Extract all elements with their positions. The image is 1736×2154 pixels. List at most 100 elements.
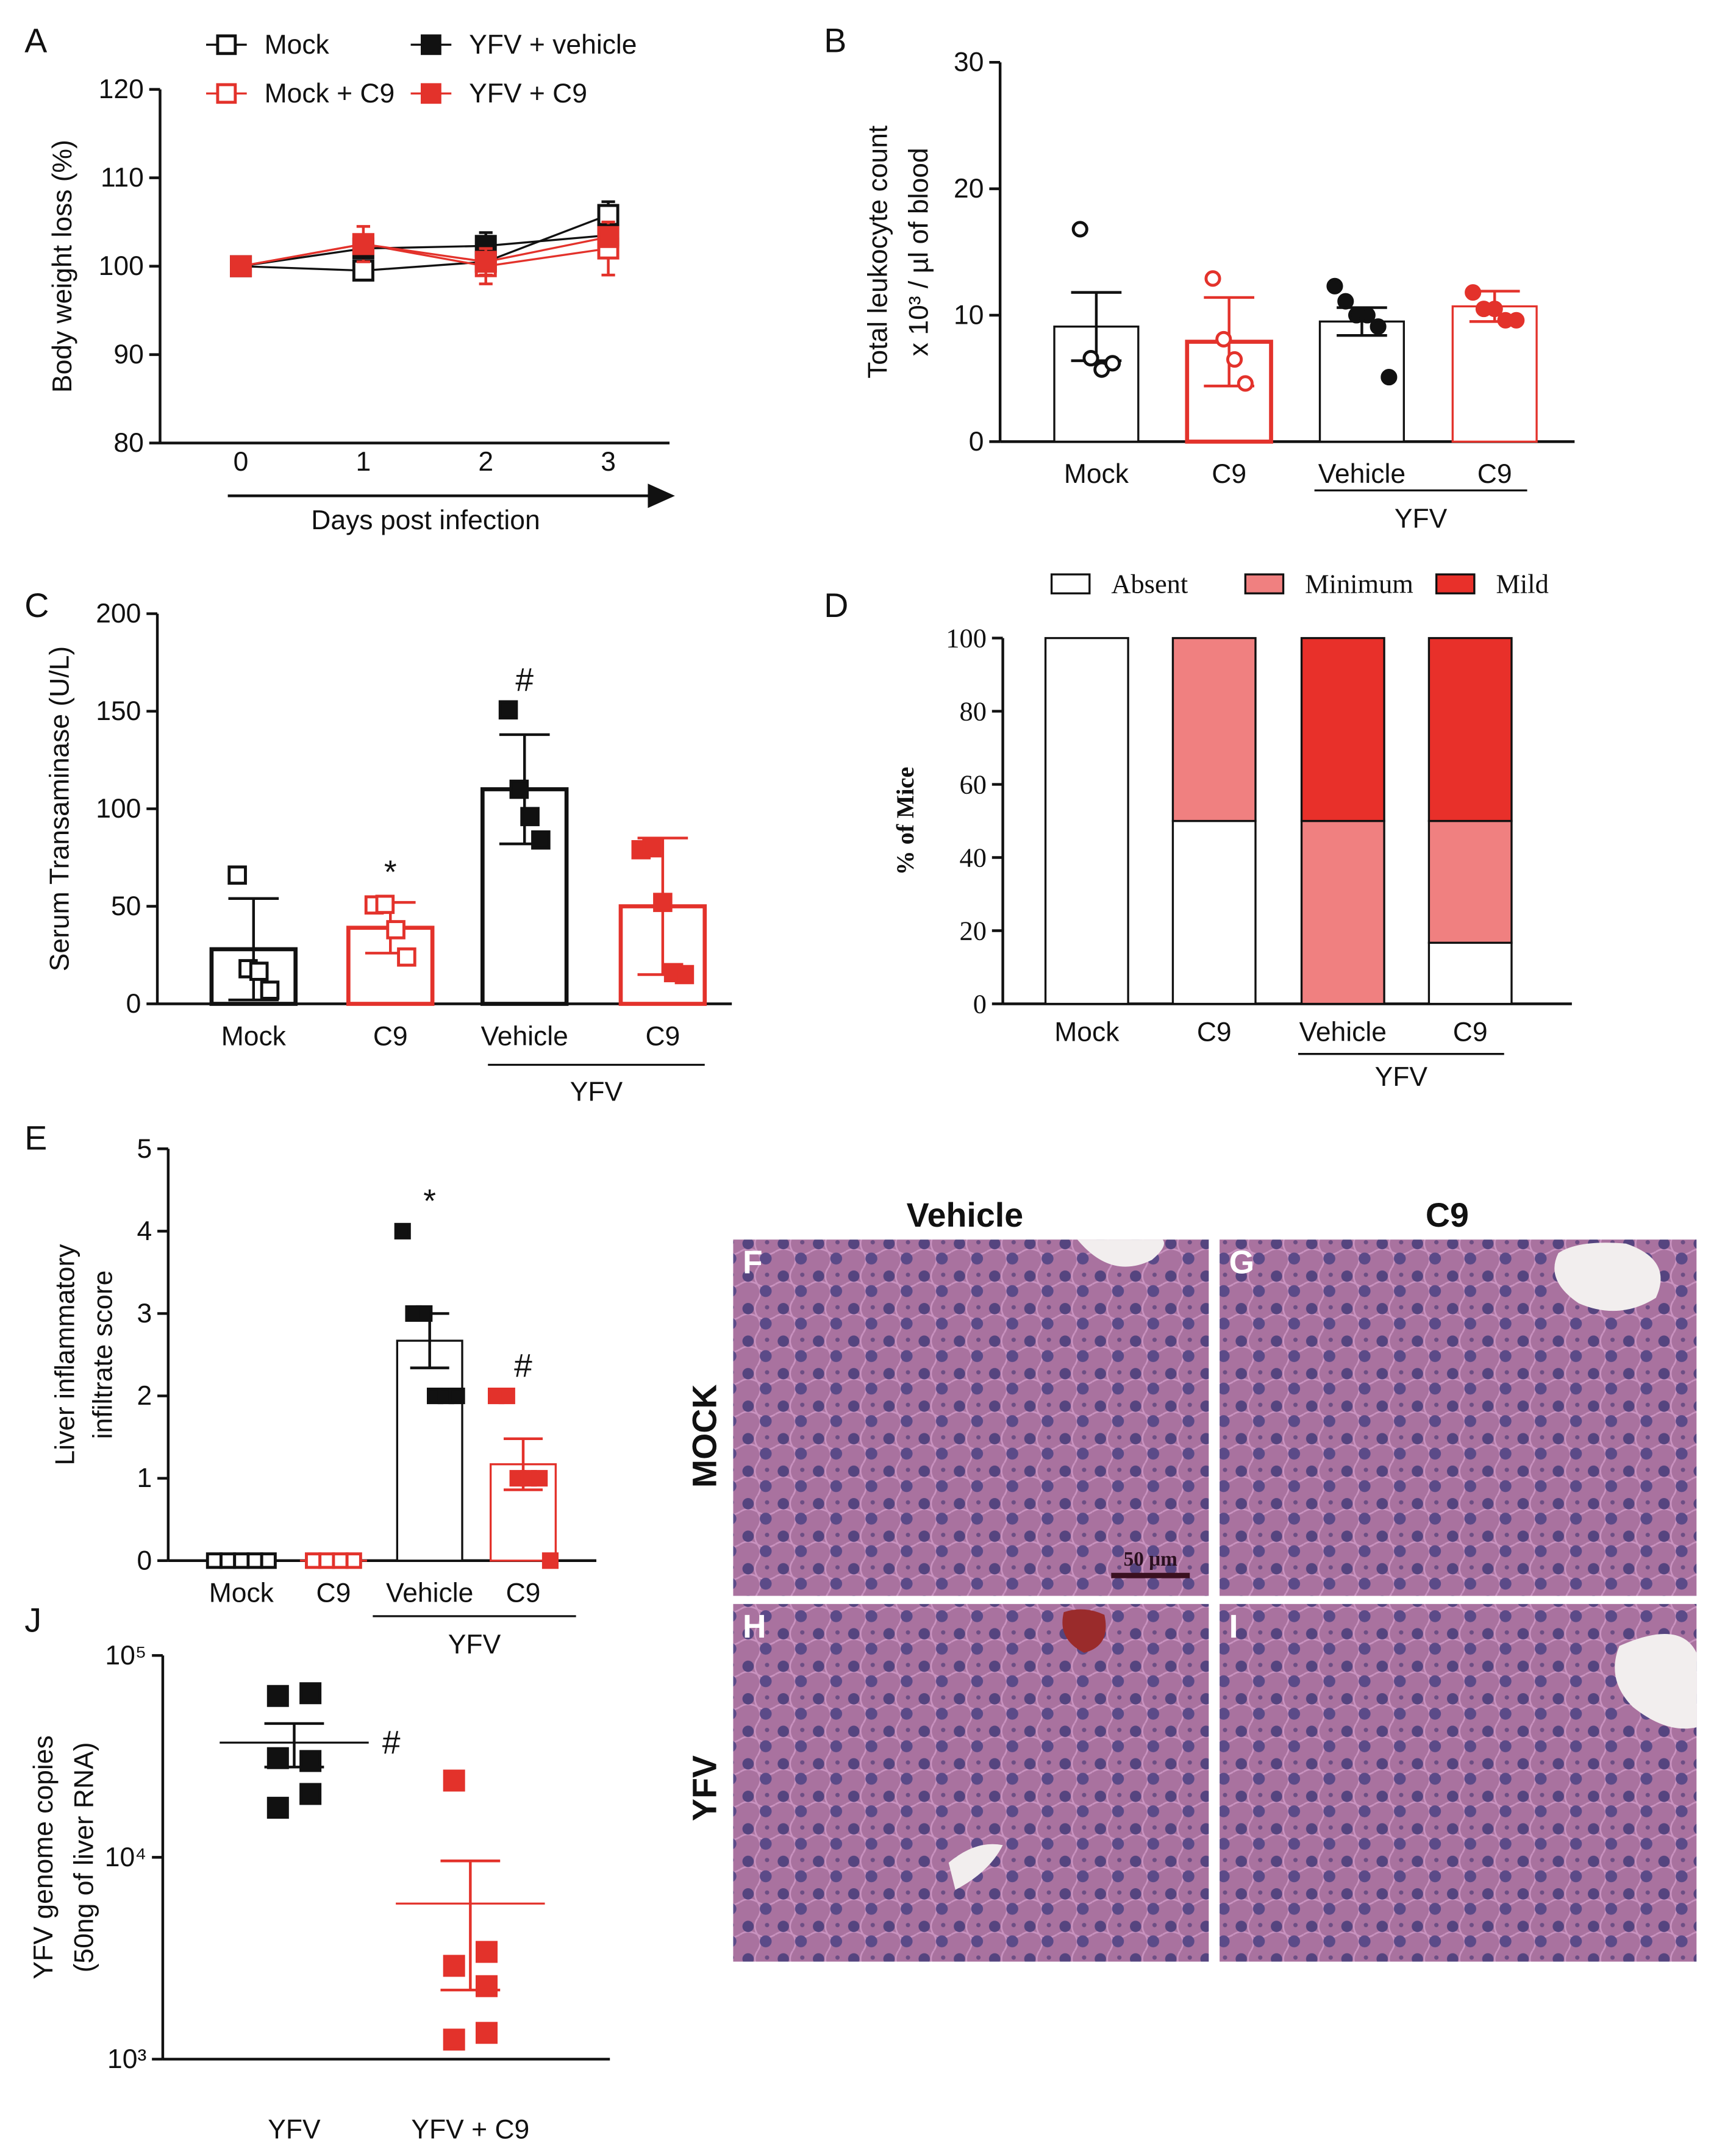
annotation: * xyxy=(384,855,397,891)
bar-segment xyxy=(1171,819,1257,1005)
y-axis-label: infiltrate score xyxy=(88,1271,118,1439)
bar-segment xyxy=(1427,637,1513,822)
y-tick-label: 3 xyxy=(137,1299,152,1328)
series-line xyxy=(240,213,609,272)
y-tick-label: 0 xyxy=(969,427,984,457)
data-point xyxy=(266,1685,289,1707)
data-point xyxy=(220,1552,237,1569)
data-point xyxy=(642,838,662,858)
y-tick-label: 90 xyxy=(113,340,143,369)
bar-segment xyxy=(1300,819,1385,1005)
scale-bar-label: 50 μm xyxy=(1124,1548,1178,1571)
bar-segment xyxy=(1300,637,1385,822)
legend-label: Mild xyxy=(1496,569,1548,599)
data-point xyxy=(674,965,695,985)
data-point xyxy=(476,2022,498,2044)
y-axis-label: x 10³ / µl of blood xyxy=(904,148,934,356)
vessel xyxy=(1077,1239,1165,1267)
y-tick-label: 100 xyxy=(96,794,141,824)
column-label: C9 xyxy=(1426,1196,1469,1234)
y-axis-label: Liver inflammatory xyxy=(50,1244,80,1466)
y-tick-label: 20 xyxy=(954,174,984,204)
panel-letter: B xyxy=(824,22,846,60)
data-point xyxy=(205,1552,223,1569)
data-point xyxy=(332,1552,349,1569)
x-tick-label: Mock xyxy=(1054,1018,1120,1047)
annotation: # xyxy=(515,662,534,698)
data-point xyxy=(520,807,540,827)
data-point xyxy=(266,1747,289,1769)
panel-letter: G xyxy=(1229,1244,1254,1280)
x-tick-label: C9 xyxy=(1453,1018,1488,1047)
y-tick-label: 10³ xyxy=(107,2044,146,2074)
x-axis-label: Days post infection xyxy=(311,505,540,535)
x-tick-label: 0 xyxy=(234,447,249,477)
panel-letter: E xyxy=(24,1119,47,1157)
y-tick-label: 40 xyxy=(959,843,986,873)
data-point xyxy=(1237,375,1254,392)
data-point xyxy=(318,1552,335,1569)
x-tick-label: Vehicle xyxy=(481,1021,568,1051)
x-tick-label: 3 xyxy=(601,447,616,477)
y-tick-label: 4 xyxy=(137,1216,152,1246)
annotation: # xyxy=(382,1725,401,1761)
x-tick-label: C9 xyxy=(1212,459,1246,489)
x-tick-label: YFV xyxy=(268,2115,321,2145)
data-point xyxy=(1082,349,1099,367)
y-tick-label: 150 xyxy=(96,696,141,726)
panel-letter: J xyxy=(24,1602,41,1639)
y-axis-label: % of Mice xyxy=(891,767,919,876)
legend-label: Absent xyxy=(1111,569,1188,599)
x-tick-label: 2 xyxy=(478,447,493,477)
panel-letter: D xyxy=(824,587,848,624)
vessel xyxy=(1554,1243,1661,1311)
annotation: * xyxy=(423,1183,436,1219)
legend-label: Mock + C9 xyxy=(265,79,395,109)
micrograph xyxy=(733,1239,1210,1596)
data-point xyxy=(416,1305,433,1322)
bar-segment xyxy=(1427,941,1513,1005)
data-point xyxy=(246,1552,263,1569)
y-axis-label: Body weight loss (%) xyxy=(48,140,77,393)
data-point xyxy=(1370,318,1387,335)
y-tick-label: 20 xyxy=(959,916,986,946)
data-point xyxy=(653,893,673,912)
data-point xyxy=(474,251,497,273)
x-tick-label: 1 xyxy=(356,447,371,477)
data-point xyxy=(1381,369,1398,386)
data-point xyxy=(299,1682,322,1705)
legend-marker xyxy=(216,83,237,104)
group-label: YFV xyxy=(570,1077,623,1107)
x-tick-label: Mock xyxy=(221,1021,287,1051)
legend-label: Minimum xyxy=(1305,569,1413,599)
data-point xyxy=(448,1388,465,1405)
legend-label: YFV + C9 xyxy=(469,79,587,109)
series-line xyxy=(240,236,609,268)
panel-letter: C xyxy=(24,587,49,624)
legend-swatch xyxy=(1244,573,1285,594)
column-label: Vehicle xyxy=(907,1196,1023,1234)
legend-swatch xyxy=(1050,573,1091,594)
legend-marker xyxy=(216,34,237,55)
x-tick-label: Vehicle xyxy=(1299,1018,1387,1047)
y-tick-label: 0 xyxy=(126,989,141,1019)
data-point xyxy=(1326,277,1343,294)
x-tick-label: Vehicle xyxy=(386,1578,473,1608)
bar-segment xyxy=(1044,637,1129,1005)
data-point xyxy=(1104,355,1121,372)
y-tick-label: 80 xyxy=(959,696,986,727)
data-point xyxy=(1359,307,1376,324)
x-tick-label: Mock xyxy=(1064,459,1129,489)
series-line xyxy=(240,234,609,268)
legend-label: Mock xyxy=(265,30,330,60)
data-point xyxy=(597,226,620,248)
group-label: YFV xyxy=(448,1630,501,1660)
x-tick-label: YFV + C9 xyxy=(411,2115,529,2145)
y-tick-label: 80 xyxy=(113,428,143,458)
x-tick-label: C9 xyxy=(1477,459,1512,489)
data-point xyxy=(1204,270,1221,287)
panel-letter: I xyxy=(1229,1609,1238,1645)
x-tick-label: Mock xyxy=(209,1578,274,1608)
y-tick-label: 10⁵ xyxy=(105,1641,146,1671)
